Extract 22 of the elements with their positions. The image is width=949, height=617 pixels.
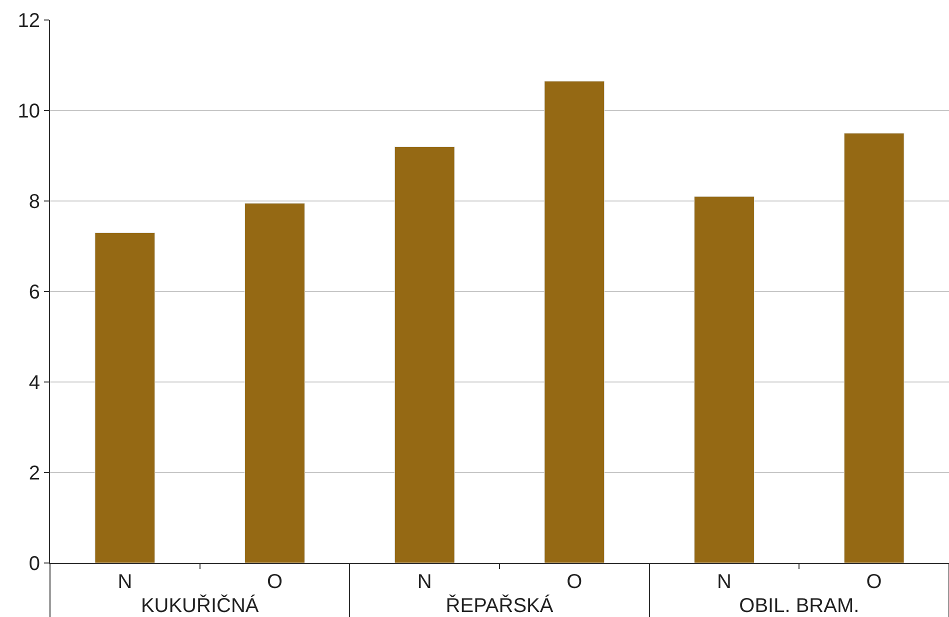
bar: [844, 132, 904, 563]
text: OBIL. BRAM.: [739, 595, 860, 617]
bar: [94, 232, 156, 563]
text: ŘEPAŘSKÁ: [446, 594, 554, 617]
text: KUKUŘIČNÁ: [140, 594, 260, 617]
y-tick-label: 2: [28, 462, 40, 484]
y-tick-label: 12: [18, 10, 40, 32]
bar: [694, 196, 754, 563]
y-tick-label: 0: [28, 553, 40, 575]
x-tick-label: N: [717, 571, 732, 593]
y-tick-label: 4: [28, 372, 40, 394]
y-tick-label: 8: [28, 191, 40, 213]
x-tick-label: N: [118, 571, 132, 593]
x-tick-label: N: [417, 571, 432, 593]
x-tick-label: O: [266, 571, 283, 593]
x-tick-label: O: [866, 571, 882, 593]
x-tick-label: O: [566, 571, 582, 593]
bar: [544, 80, 605, 563]
bar: [394, 146, 455, 563]
y-tick-label: 10: [18, 100, 40, 122]
y-tick-label: 6: [28, 282, 40, 304]
bar: [244, 203, 305, 563]
